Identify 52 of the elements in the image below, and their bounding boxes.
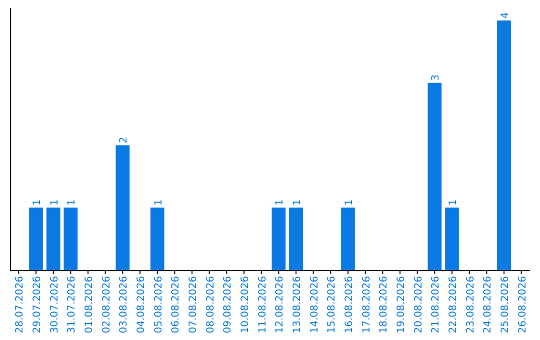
x-tick-label: 10.08.2026 — [240, 276, 251, 334]
x-tick-label: 11.08.2026 — [257, 276, 268, 334]
x-tick-label: 04.08.2026 — [136, 276, 147, 334]
x-tick-label: 01.08.2026 — [84, 276, 95, 334]
data-label: 1 — [153, 199, 164, 206]
x-tick-label: 22.08.2026 — [448, 276, 459, 334]
x-tick-label: 02.08.2026 — [101, 276, 112, 334]
data-label: 1 — [66, 199, 78, 206]
bar — [64, 208, 78, 270]
data-label: 1 — [344, 199, 355, 206]
x-tick-label: 31.07.2026 — [66, 276, 78, 334]
x-tick-label: 13.08.2026 — [292, 276, 303, 334]
bar — [272, 208, 286, 270]
bar — [497, 20, 511, 270]
x-tick-label: 15.08.2026 — [326, 276, 338, 334]
bar — [289, 208, 303, 270]
x-tick-label: 29.07.2026 — [32, 276, 43, 334]
x-tick-label: 21.08.2026 — [430, 276, 442, 334]
x-tick-label: 20.08.2026 — [413, 276, 424, 334]
x-tick-label: 17.08.2026 — [361, 276, 372, 334]
data-label: 3 — [430, 74, 442, 81]
data-label: 1 — [292, 199, 303, 206]
data-label: 1 — [49, 199, 60, 206]
x-tick-label: 30.07.2026 — [49, 276, 60, 334]
data-label: 4 — [500, 12, 511, 18]
bar — [46, 208, 60, 270]
x-tick-label: 05.08.2026 — [153, 276, 164, 334]
data-label: 1 — [448, 199, 459, 206]
x-tick-label: 12.08.2026 — [274, 276, 286, 334]
bar — [428, 82, 442, 270]
bar — [150, 208, 164, 270]
x-tick-label: 18.08.2026 — [378, 276, 390, 334]
x-tick-label: 23.08.2026 — [465, 276, 476, 334]
x-tick-label: 03.08.2026 — [118, 276, 130, 334]
bar — [341, 208, 355, 270]
x-tick-label: 24.08.2026 — [482, 276, 494, 334]
x-tick-label: 14.08.2026 — [309, 276, 320, 334]
x-tick-label: 26.08.2026 — [517, 276, 528, 334]
x-tick-label: 16.08.2026 — [344, 276, 355, 334]
x-tick-label: 08.08.2026 — [205, 276, 216, 334]
x-tick-label: 25.08.2026 — [500, 276, 511, 334]
data-label: 2 — [118, 136, 130, 144]
x-tick-label: 06.08.2026 — [170, 276, 182, 334]
x-tick-label: 07.08.2026 — [188, 276, 199, 334]
x-tick-label: 09.08.2026 — [222, 276, 234, 334]
x-tick-label: 19.08.2026 — [396, 276, 407, 334]
x-tick-label: 28.07.2026 — [14, 276, 26, 334]
bar — [445, 208, 459, 270]
data-label: 1 — [274, 199, 286, 206]
bar — [116, 145, 130, 270]
bar — [29, 208, 43, 270]
data-label: 1 — [32, 199, 43, 206]
